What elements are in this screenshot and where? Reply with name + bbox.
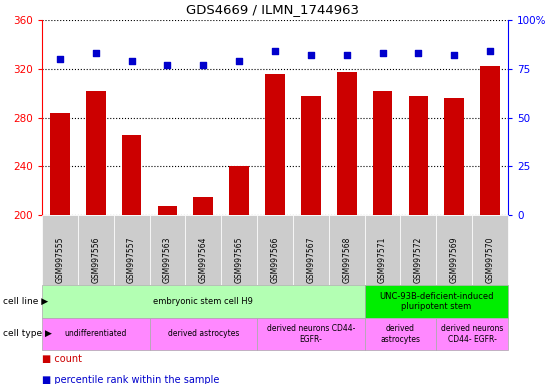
Bar (158, 207, 177, 215)
Point (342, 52, 351, 58)
Point (271, 48, 280, 54)
Point (414, 50, 423, 56)
Text: GSM997568: GSM997568 (342, 237, 351, 283)
Text: derived
astrocytes: derived astrocytes (381, 324, 420, 344)
Bar (122, 134, 141, 215)
Text: undifferentiated: undifferentiated (64, 329, 127, 339)
Bar (50, 113, 70, 215)
Bar (373, 91, 393, 215)
Bar (480, 66, 500, 215)
Text: GSM997567: GSM997567 (306, 237, 316, 283)
Text: GSM997556: GSM997556 (91, 237, 100, 283)
Point (56, 56, 64, 62)
Point (199, 62, 207, 68)
Bar (229, 166, 249, 215)
Text: GDS4669 / ILMN_1744963: GDS4669 / ILMN_1744963 (187, 3, 359, 16)
Text: GSM997569: GSM997569 (450, 237, 459, 283)
Bar (86, 91, 105, 215)
Point (378, 50, 387, 56)
Bar (301, 96, 321, 215)
Bar (193, 197, 213, 215)
Point (163, 62, 172, 68)
Point (235, 58, 244, 64)
Text: cell line ▶: cell line ▶ (3, 297, 48, 306)
Bar (265, 74, 285, 215)
Text: ■ percentile rank within the sample: ■ percentile rank within the sample (42, 375, 219, 384)
Text: GSM997570: GSM997570 (485, 237, 495, 283)
Text: derived neurons
CD44- EGFR-: derived neurons CD44- EGFR- (441, 324, 503, 344)
Text: derived astrocytes: derived astrocytes (168, 329, 239, 339)
Text: GSM997557: GSM997557 (127, 237, 136, 283)
Text: ■ count: ■ count (42, 354, 82, 364)
Text: GSM997572: GSM997572 (414, 237, 423, 283)
Bar (408, 96, 428, 215)
Text: derived neurons CD44-
EGFR-: derived neurons CD44- EGFR- (266, 324, 355, 344)
Text: GSM997564: GSM997564 (199, 237, 208, 283)
Text: GSM997555: GSM997555 (56, 237, 64, 283)
Text: cell type ▶: cell type ▶ (3, 329, 52, 339)
Point (306, 52, 315, 58)
Bar (337, 73, 357, 215)
Text: GSM997565: GSM997565 (235, 237, 244, 283)
Text: GSM997566: GSM997566 (270, 237, 280, 283)
Text: GSM997571: GSM997571 (378, 237, 387, 283)
Point (127, 58, 136, 64)
Text: UNC-93B-deficient-induced
pluripotent stem: UNC-93B-deficient-induced pluripotent st… (379, 292, 494, 311)
Text: embryonic stem cell H9: embryonic stem cell H9 (153, 297, 253, 306)
Point (486, 48, 495, 54)
Point (91, 50, 100, 56)
Text: GSM997563: GSM997563 (163, 237, 172, 283)
Point (450, 52, 459, 58)
Bar (444, 98, 464, 215)
